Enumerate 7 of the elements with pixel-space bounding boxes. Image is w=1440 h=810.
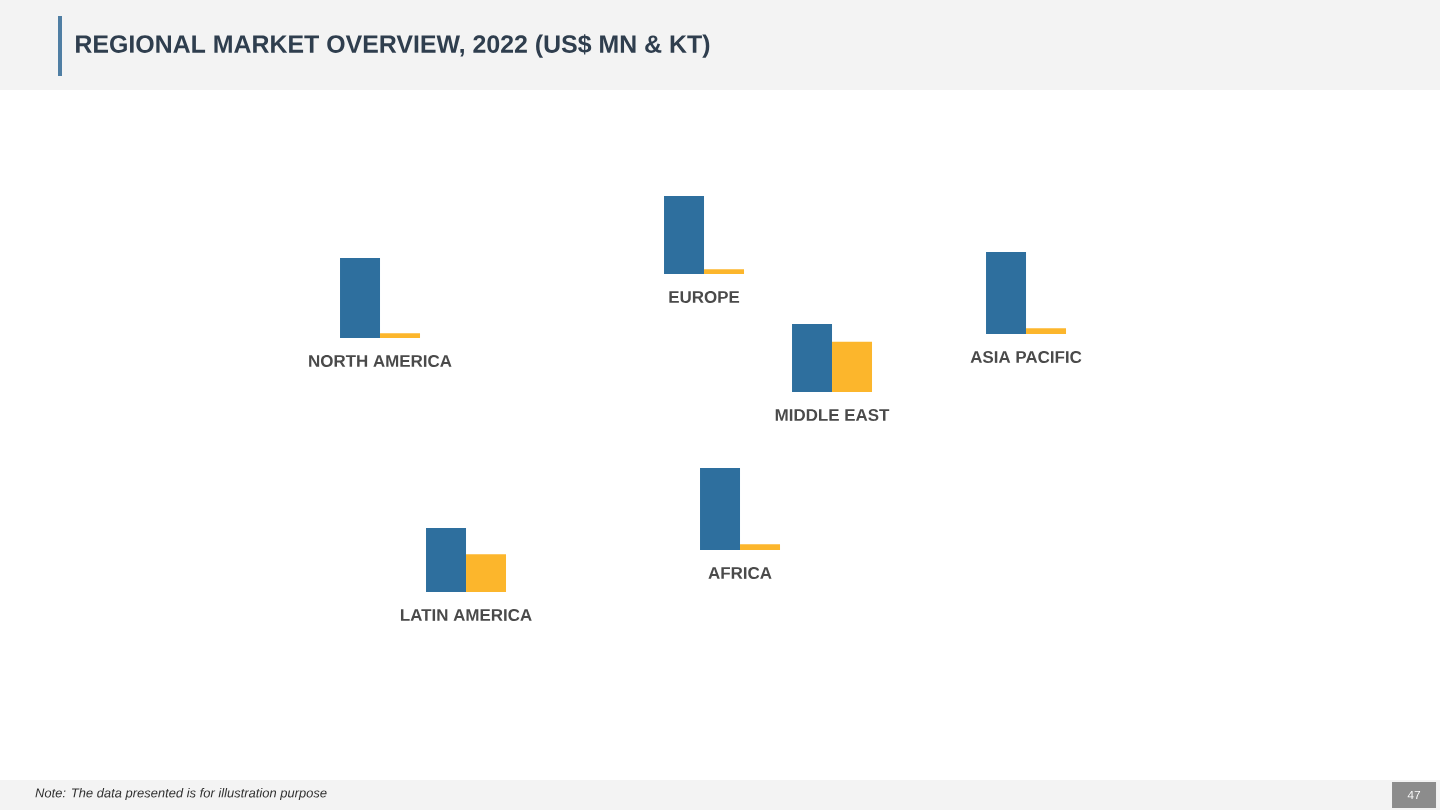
x-tick-label: MIDDLE EAST: [775, 409, 890, 422]
x-tick-label: EUROPE: [669, 291, 740, 304]
text: REGIONAL MARKET OVERVIEW, 2022 (US$ MN & KT): [76, 34, 710, 58]
x-tick-label: NORTH AMERICA: [309, 355, 452, 368]
x-tick-label: LATIN AMERICA: [400, 609, 532, 622]
x-tick-label: ASIA PACIFIC: [970, 351, 1082, 364]
x-tick-label: AFRICA: [708, 567, 772, 580]
